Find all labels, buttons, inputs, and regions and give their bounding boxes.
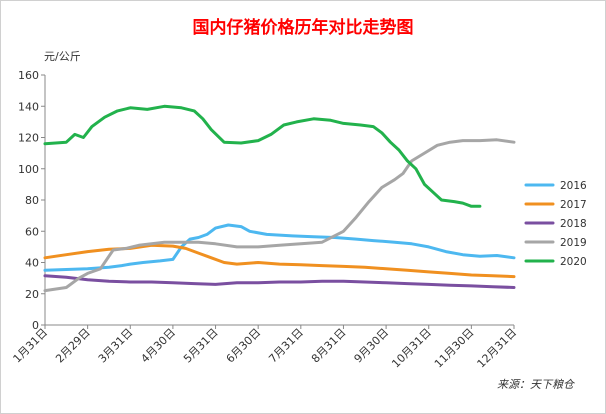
legend: 2016 2017 2018 2019 2020 bbox=[524, 180, 587, 268]
y-tick-label: 0 bbox=[32, 319, 39, 332]
y-unit-label: 元/公斤 bbox=[44, 50, 81, 63]
series-layer bbox=[43, 104, 516, 293]
chart-title: 国内仔猪价格历年对比走势图 bbox=[193, 17, 414, 38]
series-line-2016 bbox=[43, 223, 516, 272]
y-tick-label: 160 bbox=[18, 69, 39, 82]
legend-label-2016: 2016 bbox=[560, 180, 587, 192]
y-tick-label: 140 bbox=[18, 100, 39, 113]
y-tick-label: 40 bbox=[25, 257, 39, 270]
y-tick-label: 120 bbox=[18, 132, 39, 145]
legend-label-2020: 2020 bbox=[560, 256, 587, 268]
legend-label-2017: 2017 bbox=[560, 199, 587, 211]
y-tick-label: 20 bbox=[25, 288, 39, 301]
y-tick-label: 60 bbox=[25, 225, 39, 238]
y-tick-label: 80 bbox=[25, 194, 39, 207]
series-line-2020 bbox=[43, 104, 482, 208]
series-line-2019 bbox=[43, 138, 516, 293]
legend-label-2018: 2018 bbox=[560, 218, 587, 230]
source-label: 来源：天下粮仓 bbox=[497, 378, 575, 391]
legend-label-2019: 2019 bbox=[560, 237, 587, 249]
series-line-2018 bbox=[43, 274, 516, 289]
y-tick-label: 100 bbox=[18, 163, 39, 176]
